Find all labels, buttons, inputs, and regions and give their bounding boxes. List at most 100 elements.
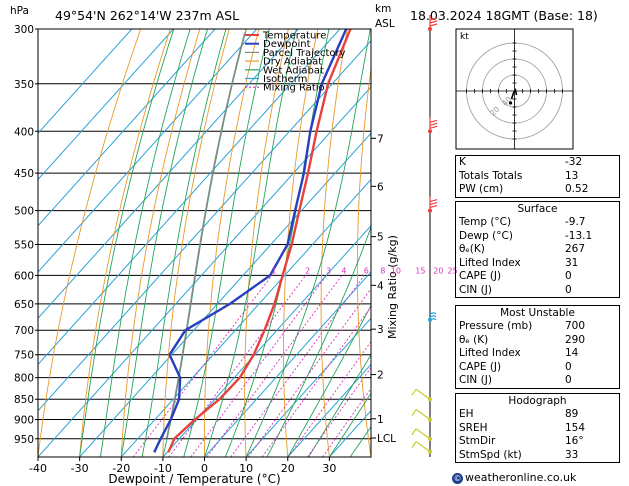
wet-adiabat — [183, 29, 270, 457]
wet-adiabat — [99, 29, 191, 457]
dry-adiabat — [162, 29, 230, 457]
pressure-tick-label: 650 — [14, 299, 34, 311]
wind-barb-flag — [411, 409, 417, 416]
x-tick-label: -10 — [154, 462, 172, 475]
x-tick-label: 30 — [322, 462, 336, 475]
copyright-text: weatheronline.co.uk — [465, 471, 577, 484]
wind-barb — [429, 15, 438, 29]
wind-barb — [429, 196, 438, 211]
wind-barb — [411, 409, 431, 421]
isotherm-line — [204, 271, 371, 457]
wet-adiabat — [329, 392, 371, 457]
km-label: km — [375, 3, 391, 15]
isotherm-line — [120, 178, 371, 457]
km-tick-label: 4 — [377, 280, 384, 292]
dry-adiabat — [356, 65, 371, 457]
legend-entry: Temperature — [262, 31, 326, 42]
pressure-tick-label: 300 — [14, 24, 34, 36]
legend-entry: Isotherm — [263, 74, 307, 85]
wind-barb-shaft — [415, 388, 431, 400]
mu-row: θₑ (K) 290 — [459, 333, 586, 346]
mixing-ratio-line — [206, 275, 343, 457]
isotherm-line — [38, 29, 133, 134]
mixing-ratio-value: 6 — [364, 266, 369, 275]
dry-adiabat — [79, 29, 171, 457]
datetime-text: 18.03.2024 18GMT (Base: 18) — [410, 8, 598, 23]
dewpoint-line — [153, 29, 348, 453]
km-tick-label: 1 — [377, 414, 384, 426]
mu-row: Pressure (mb) 700 — [459, 320, 586, 332]
mixing-ratio-value: 1 — [271, 266, 276, 275]
wet-adiabat — [204, 29, 297, 457]
isotherm-line — [162, 225, 371, 457]
km-tick-label: LCL — [377, 433, 396, 445]
surface-box: Surface Temp (°C) -9.7 Dewp (°C) -13.1 θₑ(… — [455, 201, 620, 298]
mixing-ratio-value: 20 — [433, 266, 443, 275]
wind-barb-flag — [429, 119, 438, 123]
wet-adiabat — [266, 225, 371, 457]
pressure-tick-label: 700 — [14, 325, 34, 337]
wind-barb — [429, 312, 437, 321]
surface-row: Temp (°C) -9.7 — [459, 216, 586, 228]
legend-entry: Mixing Ratio — [263, 83, 325, 94]
parcel-trajectory — [165, 32, 246, 439]
mu-row: CIN (J) 0 — [459, 374, 572, 386]
most-unstable-title: Most Unstable — [500, 307, 575, 319]
wind-barb-shaft — [415, 441, 431, 453]
surface-row: Dewp (°C) -13.1 — [459, 229, 593, 242]
dry-adiabat — [38, 29, 142, 457]
wind-barb — [429, 117, 438, 132]
mixing-ratio-line — [190, 275, 327, 457]
wet-adiabat — [287, 304, 371, 457]
hodograph-trace — [510, 87, 518, 100]
wet-adiabat — [308, 353, 371, 457]
x-tick-label: 20 — [281, 462, 295, 475]
pressure-tick-label: 800 — [14, 373, 34, 385]
wet-adiabat — [245, 29, 371, 457]
wind-barb-flag — [429, 312, 437, 315]
km-tick-label: 6 — [377, 181, 384, 193]
wind-barb-shaft — [415, 409, 431, 421]
index-row-totals: Totals Totals 13 — [459, 169, 579, 182]
wet-adiabat — [141, 29, 227, 457]
dry-adiabat — [244, 29, 289, 457]
km-tick-label: 3 — [377, 324, 384, 336]
indices-top-box: K -32 Totals Totals 13 PW (cm) 0.52 — [455, 155, 620, 198]
dry-adiabat — [120, 29, 201, 457]
legend-entry: Parcel Trajectory — [263, 48, 346, 59]
wind-barb-flag — [429, 125, 438, 129]
wind-barb-flag — [429, 315, 437, 318]
hodo-row: StmSpd (kt) 33 — [459, 448, 579, 461]
hodo-row: StmDir 16° — [459, 435, 584, 447]
storm-motion-marker — [508, 101, 513, 105]
mu-row: CAPE (J) 0 — [459, 360, 572, 373]
mixing-ratio-value: 25 — [448, 266, 458, 275]
mixing-ratio-value: 2 — [305, 266, 310, 275]
mixing-ratio-axis-label: Mixing Ratio (g/kg) — [386, 235, 399, 339]
mixing-ratio-line — [168, 275, 307, 457]
mixing-ratio-line — [322, 387, 371, 457]
km-tick-label: 7 — [377, 133, 384, 145]
mixing-ratio-line — [261, 306, 371, 457]
surface-row: CIN (J) 0 — [459, 283, 572, 296]
x-tick-label: 0 — [201, 462, 208, 475]
pressure-tick-label: 550 — [14, 239, 34, 251]
x-tick-label: -30 — [71, 462, 89, 475]
hodograph-box: Hodograph EH 89 SREH 154 StmDir 16° StmSpd … — [455, 393, 620, 463]
copyright-icon: © — [452, 472, 463, 484]
pressure-tick-label: 450 — [14, 168, 34, 180]
most-unstable-box: Most Unstable Pressure (mb) 700 θₑ (K) 290… — [455, 305, 620, 389]
plot-area — [38, 29, 371, 457]
index-row-pw: PW (cm) 0.52 — [459, 183, 589, 195]
pressure-tick-label: 850 — [14, 394, 34, 406]
asl-label: ASL — [375, 18, 395, 30]
wind-barb-flag — [429, 122, 438, 126]
km-tick-label: 2 — [377, 370, 384, 382]
wind-barb-shaft — [415, 428, 431, 440]
wind-barb-flag — [429, 205, 438, 209]
surface-row: Lifted Index 31 — [459, 256, 579, 269]
wind-barb-flag — [429, 199, 438, 203]
